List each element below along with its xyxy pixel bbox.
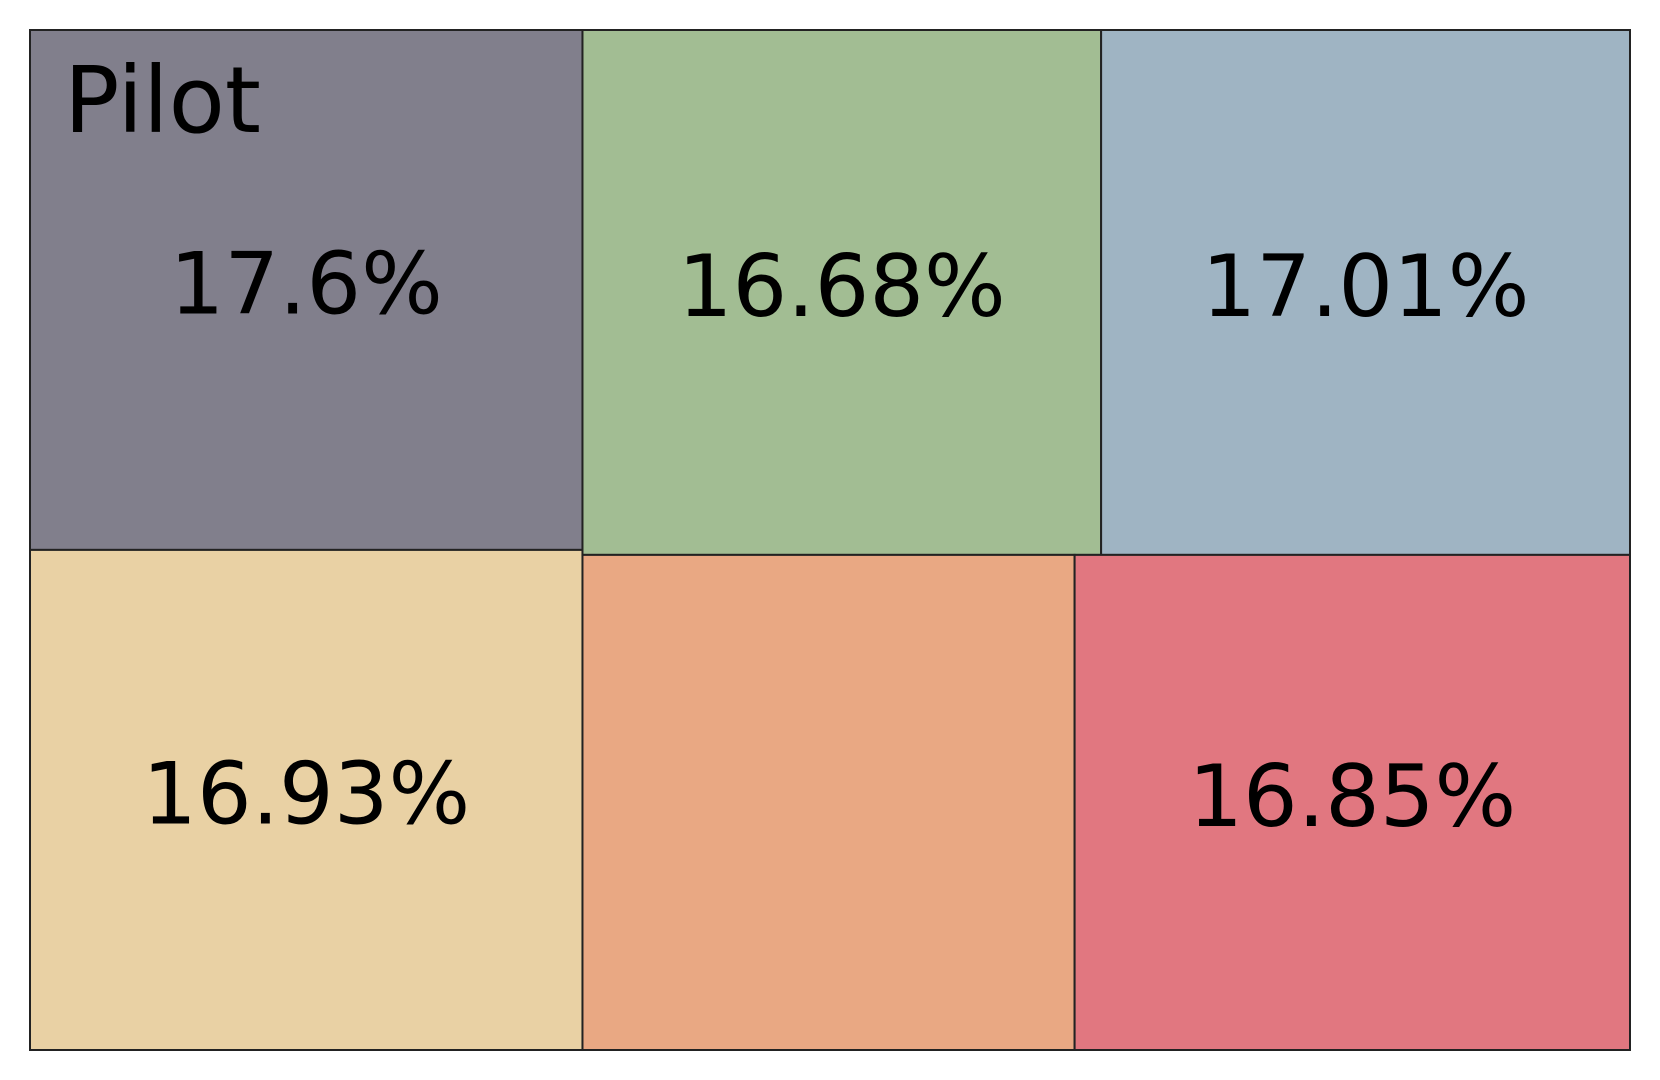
cell: [29, 548, 584, 1051]
cell-label: 16.85%: [1188, 747, 1516, 847]
cell-label: 17.01%: [1202, 237, 1530, 337]
cell-label: 16.93%: [142, 744, 470, 844]
cells: 17.6% 16.93% 16.68% 17.01% 16.85%: [29, 29, 1631, 1051]
cell-label: 16.68%: [678, 237, 1006, 337]
cell: [581, 553, 1076, 1051]
cell: [29, 29, 584, 551]
cell: [581, 29, 1103, 556]
cell: [1100, 29, 1631, 556]
cell-label: 17.6%: [170, 234, 443, 334]
cell: [1073, 553, 1631, 1051]
chart-title: Pilot: [64, 47, 261, 154]
